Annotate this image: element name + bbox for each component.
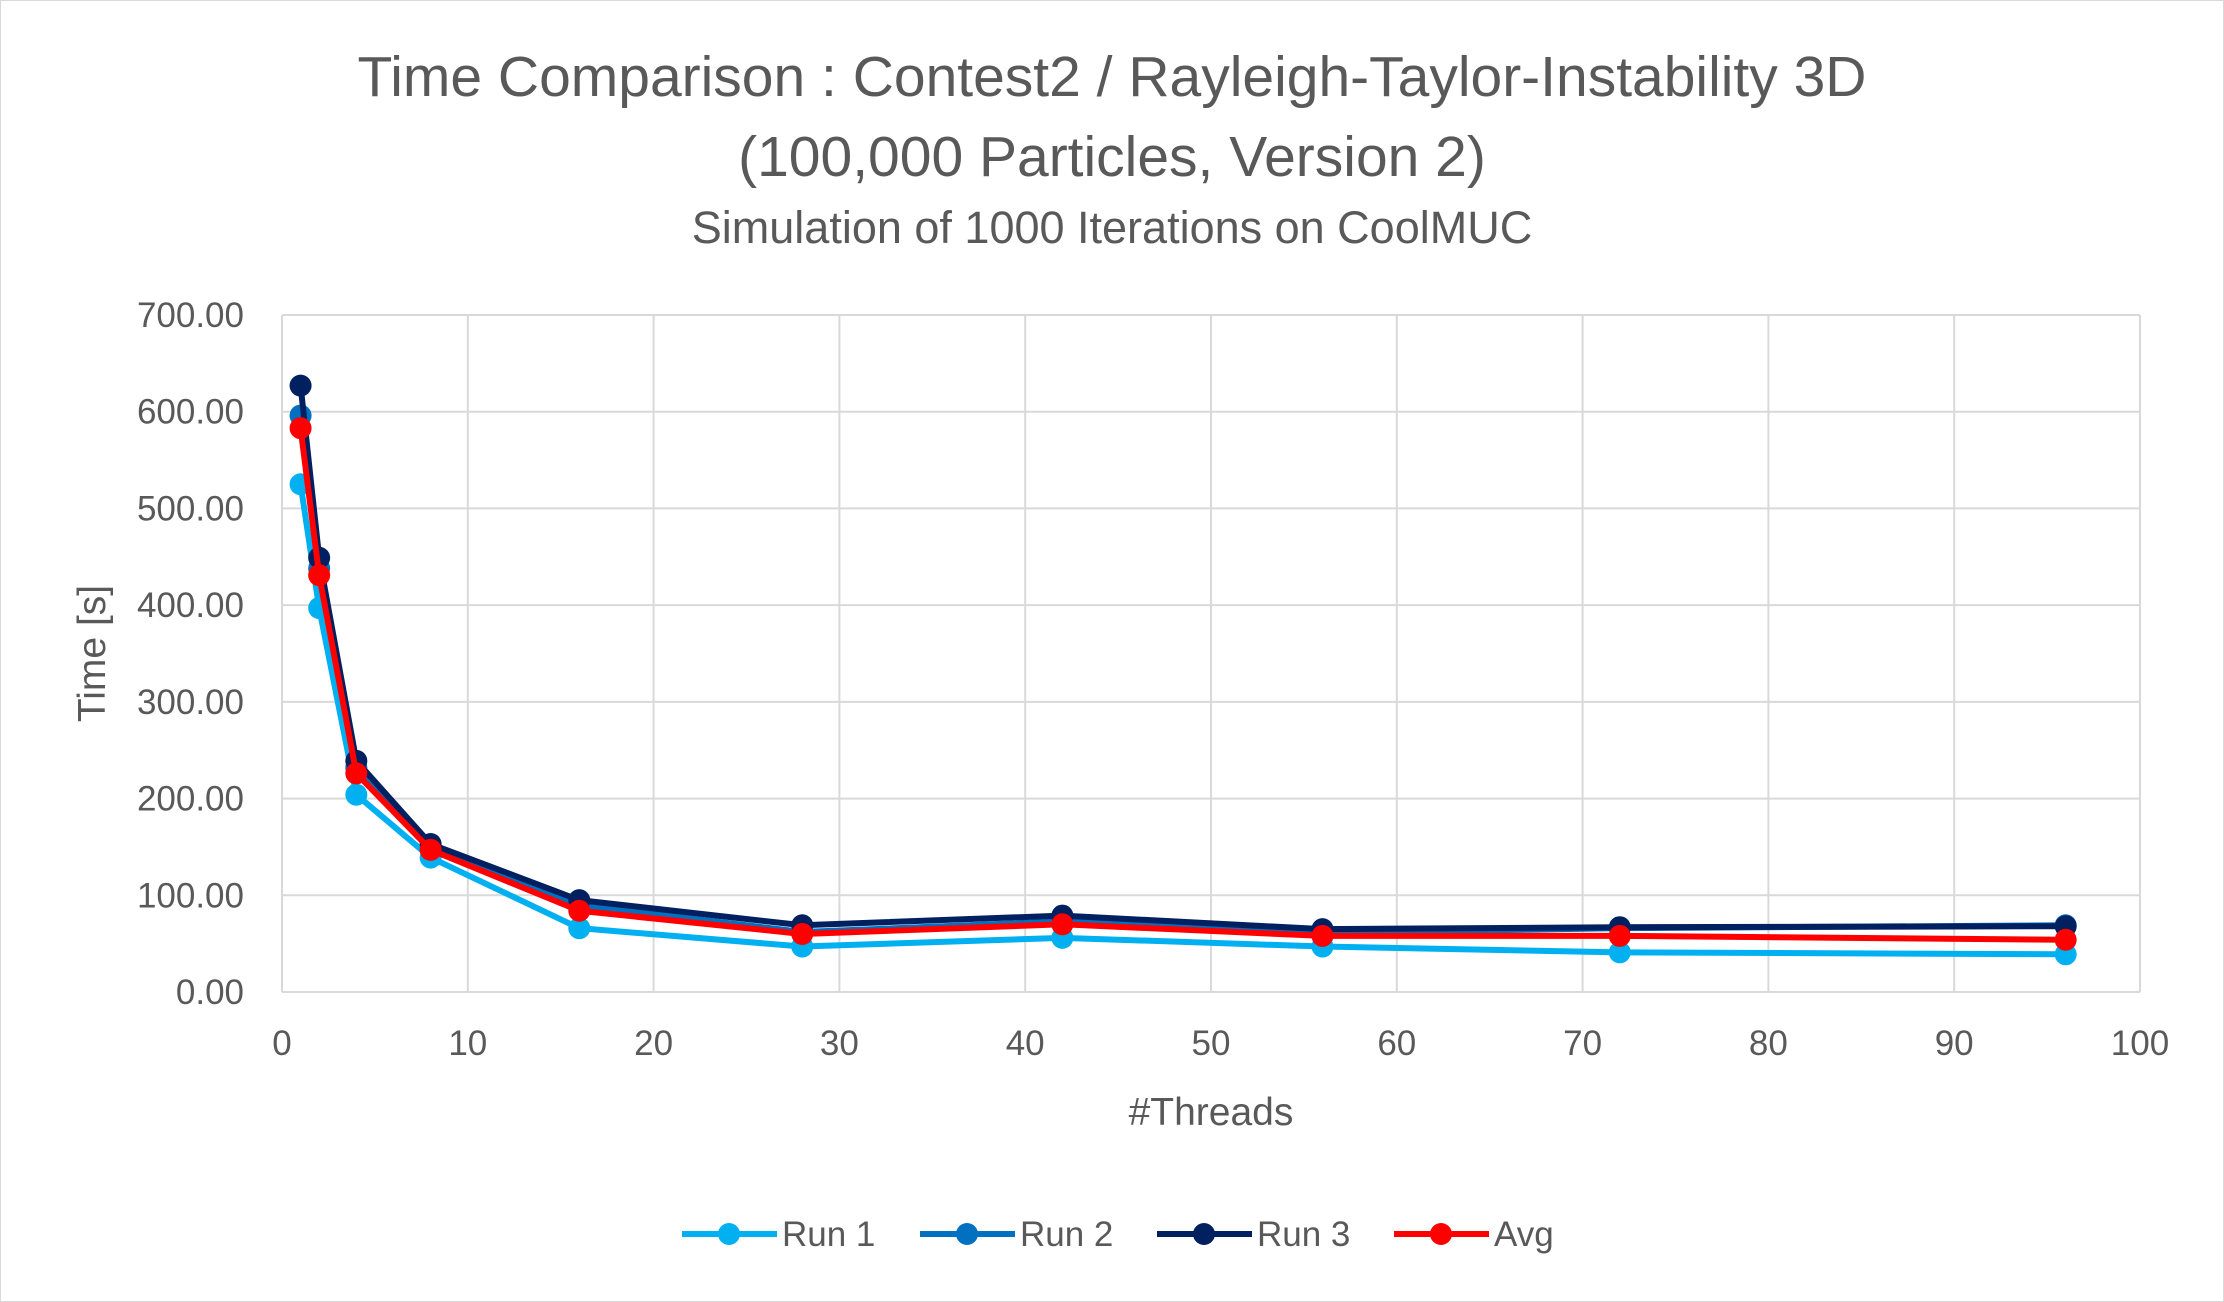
- x-tick-label: 10: [448, 1024, 487, 1063]
- series-run-2: [289, 404, 2077, 945]
- data-point-avg: [1311, 924, 1334, 947]
- data-point-avg: [1051, 913, 1074, 936]
- gridlines: [281, 314, 2141, 993]
- data-point-run-1: [345, 783, 368, 806]
- x-axis-title: #Threads: [1129, 1091, 1294, 1134]
- legend-label: Avg: [1494, 1215, 1554, 1254]
- series-run-3: [289, 374, 2077, 941]
- y-tick-label: 200.00: [137, 780, 244, 819]
- legend-item-run-1: Run 1: [682, 1215, 875, 1254]
- legend-marker: [1193, 1223, 1215, 1245]
- legend-label: Run 3: [1257, 1215, 1350, 1254]
- data-point-avg: [308, 564, 331, 587]
- data-point-run-3: [289, 374, 312, 397]
- legend-item-avg: Avg: [1394, 1215, 1554, 1254]
- y-axis-ticks: 0.00 100.00 200.00 300.00 400.00 500.00 600.00…: [137, 296, 244, 1012]
- y-tick-label: 500.00: [137, 489, 244, 528]
- series-avg: [289, 417, 2077, 951]
- legend-item-run-3: Run 3: [1157, 1215, 1350, 1254]
- legend-marker: [956, 1223, 978, 1245]
- x-tick-label: 50: [1192, 1024, 1231, 1063]
- legend-marker: [718, 1223, 740, 1245]
- series-line-run-2: [297, 415, 2066, 937]
- legend-label: Run 2: [1020, 1215, 1113, 1254]
- data-point-avg: [1608, 924, 1631, 947]
- series-line-run-3: [297, 385, 2066, 933]
- series-line-avg: [297, 427, 2066, 943]
- y-tick-label: 600.00: [137, 393, 244, 432]
- series-line-run-1: [297, 483, 2066, 958]
- x-tick-label: 90: [1935, 1024, 1974, 1063]
- y-tick-label: 400.00: [137, 586, 244, 625]
- legend-item-run-2: Run 2: [920, 1215, 1113, 1254]
- y-tick-label: 300.00: [137, 683, 244, 722]
- chart-title: Time Comparison : Contest2 / Rayleigh-Ta…: [357, 45, 1867, 109]
- x-tick-label: 20: [634, 1024, 673, 1063]
- x-tick-label: 70: [1563, 1024, 1602, 1063]
- data-point-run-1: [1608, 941, 1631, 964]
- x-axis-ticks: 0 10 20 30 40 50 60 70 80 90 100: [272, 1024, 2169, 1063]
- x-tick-label: 100: [2111, 1024, 2169, 1063]
- y-tick-label: 0.00: [176, 973, 244, 1012]
- series-group: [289, 374, 2077, 966]
- legend-label: Run 1: [782, 1215, 875, 1254]
- data-point-avg: [289, 417, 312, 440]
- x-tick-label: 0: [272, 1024, 291, 1063]
- data-point-avg: [419, 838, 442, 861]
- x-tick-label: 40: [1006, 1024, 1045, 1063]
- y-tick-label: 100.00: [137, 876, 244, 915]
- y-tick-label: 700.00: [137, 296, 244, 335]
- data-point-avg: [345, 762, 368, 785]
- chart-subtitle: Simulation of 1000 Iterations on CoolMUC: [691, 202, 1533, 253]
- x-tick-label: 60: [1377, 1024, 1416, 1063]
- x-tick-label: 30: [820, 1024, 859, 1063]
- data-point-avg: [791, 922, 814, 945]
- data-point-avg: [2054, 928, 2077, 951]
- chart-title-line2: (100,000 Particles, Version 2): [738, 125, 1486, 189]
- x-tick-label: 80: [1749, 1024, 1788, 1063]
- legend-marker: [1430, 1223, 1452, 1245]
- y-axis-title: Time [s]: [71, 585, 114, 722]
- data-point-avg: [568, 899, 591, 922]
- data-point-run-1: [568, 917, 591, 940]
- legend: Run 1 Run 2 Run 3 Avg: [682, 1215, 1554, 1254]
